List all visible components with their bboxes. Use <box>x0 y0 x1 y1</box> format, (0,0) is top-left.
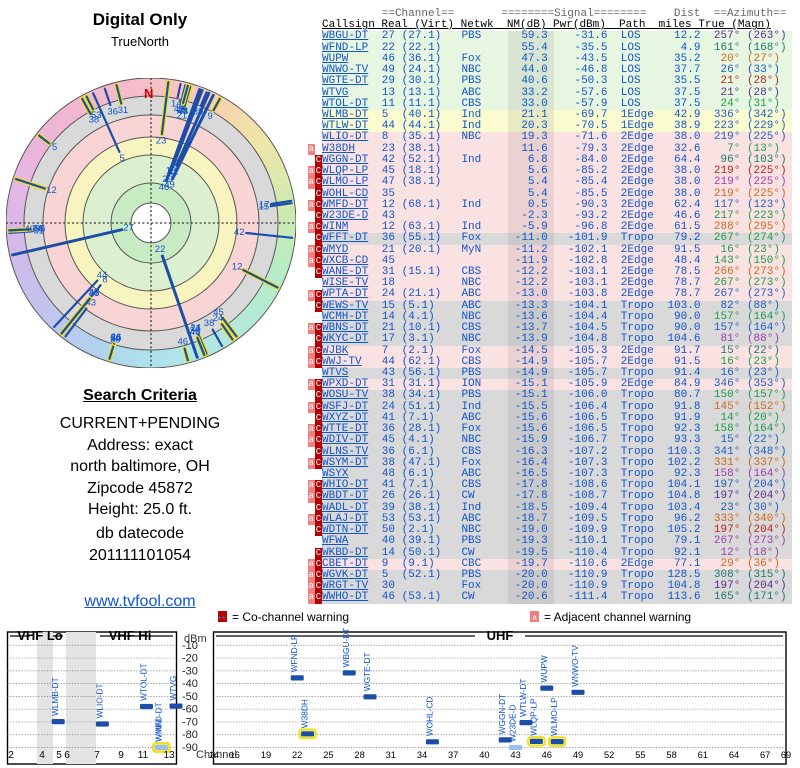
svg-text:a: a <box>532 613 537 622</box>
svg-text:WINM: WINM <box>153 719 163 742</box>
svg-text:23: 23 <box>156 135 167 146</box>
svg-text:WGTE-DT: WGTE-DT <box>362 652 372 691</box>
svg-text:55: 55 <box>635 750 645 760</box>
svg-text:39: 39 <box>193 107 204 118</box>
svg-text:14: 14 <box>171 99 182 110</box>
svg-text:28: 28 <box>354 750 364 760</box>
svg-text:22: 22 <box>155 244 166 255</box>
svg-text:40: 40 <box>479 750 489 760</box>
svg-text:12: 12 <box>46 185 57 196</box>
svg-text:61: 61 <box>698 750 708 760</box>
svg-text:31: 31 <box>386 750 396 760</box>
svg-text:6: 6 <box>64 750 70 761</box>
svg-text:N: N <box>144 86 153 101</box>
svg-text:WLQP-LP: WLQP-LP <box>528 698 538 736</box>
svg-text:31: 31 <box>118 105 129 116</box>
svg-text:WTOL-DT: WTOL-DT <box>139 663 149 701</box>
svg-text:UHF: UHF <box>487 628 514 643</box>
svg-text:34: 34 <box>417 750 427 760</box>
svg-text:22: 22 <box>292 750 302 760</box>
svg-text:-30: -30 <box>182 665 198 677</box>
svg-text:-70: -70 <box>182 716 198 728</box>
svg-text:9: 9 <box>118 750 124 761</box>
svg-text:43: 43 <box>86 297 97 308</box>
svg-text:-20: -20 <box>182 653 198 665</box>
svg-text:↦: ↦ <box>219 613 226 622</box>
svg-text:WNWO-TV: WNWO-TV <box>570 645 580 687</box>
svg-text:13: 13 <box>163 750 175 761</box>
svg-text:= Adjacent channel warning: = Adjacent channel warning <box>544 610 691 624</box>
svg-text:64: 64 <box>729 750 739 760</box>
svg-text:W38DH: W38DH <box>300 699 310 728</box>
svg-text:69: 69 <box>781 750 791 760</box>
svg-text:25: 25 <box>323 750 333 760</box>
svg-text:37: 37 <box>448 750 458 760</box>
svg-text:WLMO-LP: WLMO-LP <box>549 697 559 736</box>
svg-text:WOHL-CD: WOHL-CD <box>424 697 434 737</box>
svg-text:WLIO-DT: WLIO-DT <box>94 683 104 718</box>
svg-text:W23DE-D: W23DE-D <box>508 705 518 742</box>
svg-text:11: 11 <box>169 166 179 177</box>
svg-text:-80: -80 <box>182 729 198 741</box>
svg-text:= Co-channel warning: = Co-channel warning <box>232 610 349 624</box>
svg-text:46: 46 <box>178 336 189 347</box>
svg-text:17: 17 <box>259 200 270 211</box>
svg-text:5: 5 <box>52 142 57 153</box>
svg-text:49: 49 <box>573 750 583 760</box>
svg-text:WTLW-DT: WTLW-DT <box>518 679 528 717</box>
svg-text:11: 11 <box>138 750 149 761</box>
svg-text:48: 48 <box>190 327 201 338</box>
svg-text:WLMB-DT: WLMB-DT <box>50 677 60 716</box>
svg-text:WBGU-DT: WBGU-DT <box>341 628 351 667</box>
svg-text:42: 42 <box>234 227 245 238</box>
svg-text:12: 12 <box>232 261 243 272</box>
svg-text:58: 58 <box>666 750 676 760</box>
svg-text:19: 19 <box>261 750 271 760</box>
svg-text:Channel: Channel <box>196 749 237 761</box>
svg-text:40: 40 <box>25 224 36 235</box>
svg-text:5: 5 <box>56 750 62 761</box>
svg-text:-50: -50 <box>182 691 198 703</box>
svg-text:46: 46 <box>542 750 552 760</box>
svg-text:WGGN-DT: WGGN-DT <box>497 694 507 735</box>
svg-text:5: 5 <box>120 153 125 164</box>
svg-text:-60: -60 <box>182 704 198 716</box>
svg-text:WTVG: WTVG <box>168 676 178 701</box>
svg-text:43: 43 <box>510 750 520 760</box>
svg-text:2: 2 <box>8 750 14 761</box>
svg-text:9: 9 <box>207 111 212 122</box>
svg-text:WFND-LP: WFND-LP <box>289 634 299 672</box>
svg-text:8: 8 <box>102 274 107 285</box>
svg-text:-10: -10 <box>182 640 198 652</box>
svg-text:4: 4 <box>39 750 45 761</box>
svg-text:7: 7 <box>94 750 100 761</box>
svg-text:52: 52 <box>604 750 614 760</box>
svg-text:27: 27 <box>123 223 134 234</box>
svg-text:WUPW: WUPW <box>539 655 549 682</box>
svg-text:30: 30 <box>110 334 121 345</box>
svg-text:53: 53 <box>91 110 102 121</box>
svg-text:-40: -40 <box>182 678 198 690</box>
svg-text:67: 67 <box>760 750 770 760</box>
svg-text:36: 36 <box>107 106 118 117</box>
svg-text:24: 24 <box>213 313 224 324</box>
